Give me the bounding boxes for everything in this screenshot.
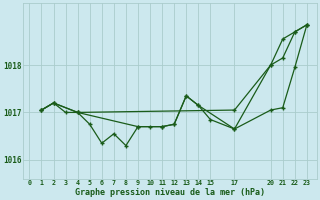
- X-axis label: Graphe pression niveau de la mer (hPa): Graphe pression niveau de la mer (hPa): [75, 188, 265, 197]
